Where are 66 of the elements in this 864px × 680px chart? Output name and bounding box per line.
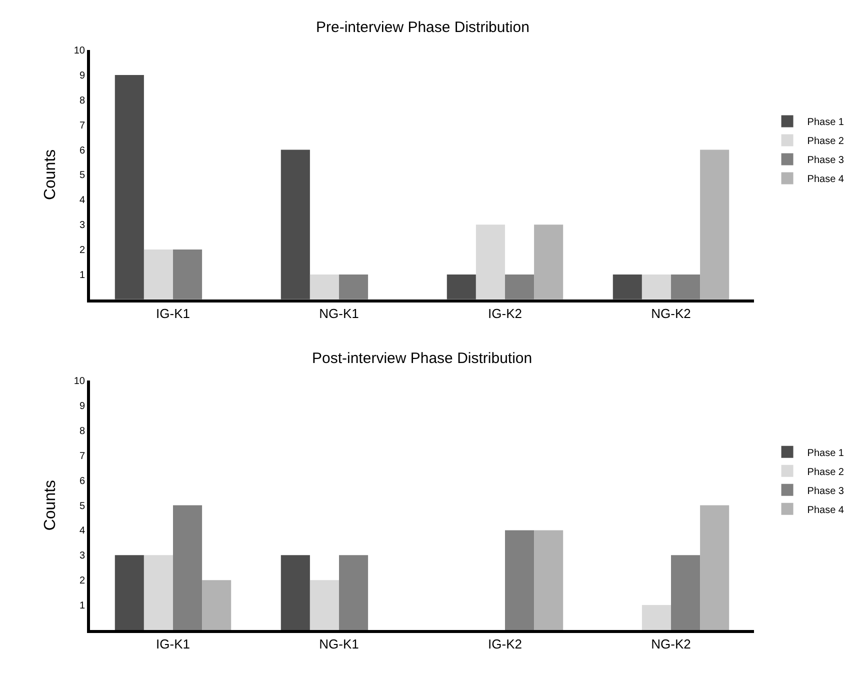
y-tick-label: 3: [79, 550, 86, 562]
x-tick-label: NG-K2: [651, 306, 691, 321]
x-tick-label: IG-K2: [488, 636, 522, 652]
bar: [339, 274, 368, 300]
y-tick-label: 8: [79, 426, 86, 437]
y-tick-label: 3: [79, 220, 86, 232]
bar: [534, 530, 564, 630]
y-tick-label: 10: [74, 46, 86, 56]
bar: [173, 250, 202, 300]
bar: [280, 555, 310, 630]
y-tick-label: 10: [74, 376, 86, 388]
y-tick-label: 5: [79, 500, 86, 512]
x-tick-label: NG-K2: [651, 636, 691, 652]
legend-label: Phase 4: [807, 504, 844, 516]
legend-label: Phase 4: [807, 174, 844, 186]
bar: [310, 274, 339, 300]
bar: [173, 505, 202, 630]
y-tick-label: 1: [79, 270, 86, 281]
y-axis-title: Counts: [42, 149, 59, 200]
y-tick-label: 7: [79, 450, 86, 462]
x-tick-label: NG-K1: [319, 306, 359, 321]
legend-label: Phase 1: [807, 448, 844, 459]
bar: [700, 150, 730, 300]
legend-label: Phase 2: [807, 136, 844, 148]
y-tick-label: 2: [79, 576, 86, 587]
bar: [446, 274, 476, 300]
legend-label: Phase 3: [807, 155, 844, 166]
bar: [505, 274, 534, 300]
y-tick-label: 9: [79, 401, 86, 412]
y-tick-label: 1: [79, 600, 86, 612]
bar: [534, 224, 564, 300]
x-tick-label: IG-K1: [156, 306, 190, 321]
legend-label: Phase 3: [807, 486, 844, 497]
legend-label: Phase 1: [807, 117, 844, 128]
x-tick-label: NG-K1: [319, 636, 359, 652]
y-tick-label: 2: [79, 245, 86, 256]
chart-title: Post-interview Phase Distribution: [312, 350, 532, 367]
bar: [642, 605, 671, 630]
bar: [114, 555, 144, 630]
bar: [202, 580, 232, 630]
bar: [280, 150, 310, 300]
bar: [612, 274, 642, 300]
y-tick-label: 4: [79, 526, 86, 537]
legend-label: Phase 2: [807, 466, 844, 478]
bar: [476, 224, 505, 300]
y-tick-label: 5: [79, 170, 86, 182]
bar: [642, 274, 671, 300]
bar: [114, 74, 144, 300]
bar: [700, 505, 730, 630]
y-tick-label: 8: [79, 95, 86, 106]
bar: [310, 580, 339, 630]
bar: [144, 250, 173, 300]
y-tick-label: 4: [79, 195, 86, 206]
y-tick-label: 7: [79, 120, 86, 132]
bar: [339, 555, 368, 630]
y-tick-label: 6: [79, 145, 86, 156]
chart-title: Pre-interview Phase Distribution: [316, 19, 530, 36]
x-tick-label: IG-K2: [488, 306, 522, 321]
y-tick-label: 9: [79, 70, 86, 82]
y-tick-label: 6: [79, 476, 86, 487]
x-tick-label: IG-K1: [156, 636, 190, 652]
bar: [144, 555, 173, 630]
bar: [671, 555, 700, 630]
y-axis-title: Counts: [42, 480, 59, 531]
bar: [505, 530, 534, 630]
bar: [671, 274, 700, 300]
